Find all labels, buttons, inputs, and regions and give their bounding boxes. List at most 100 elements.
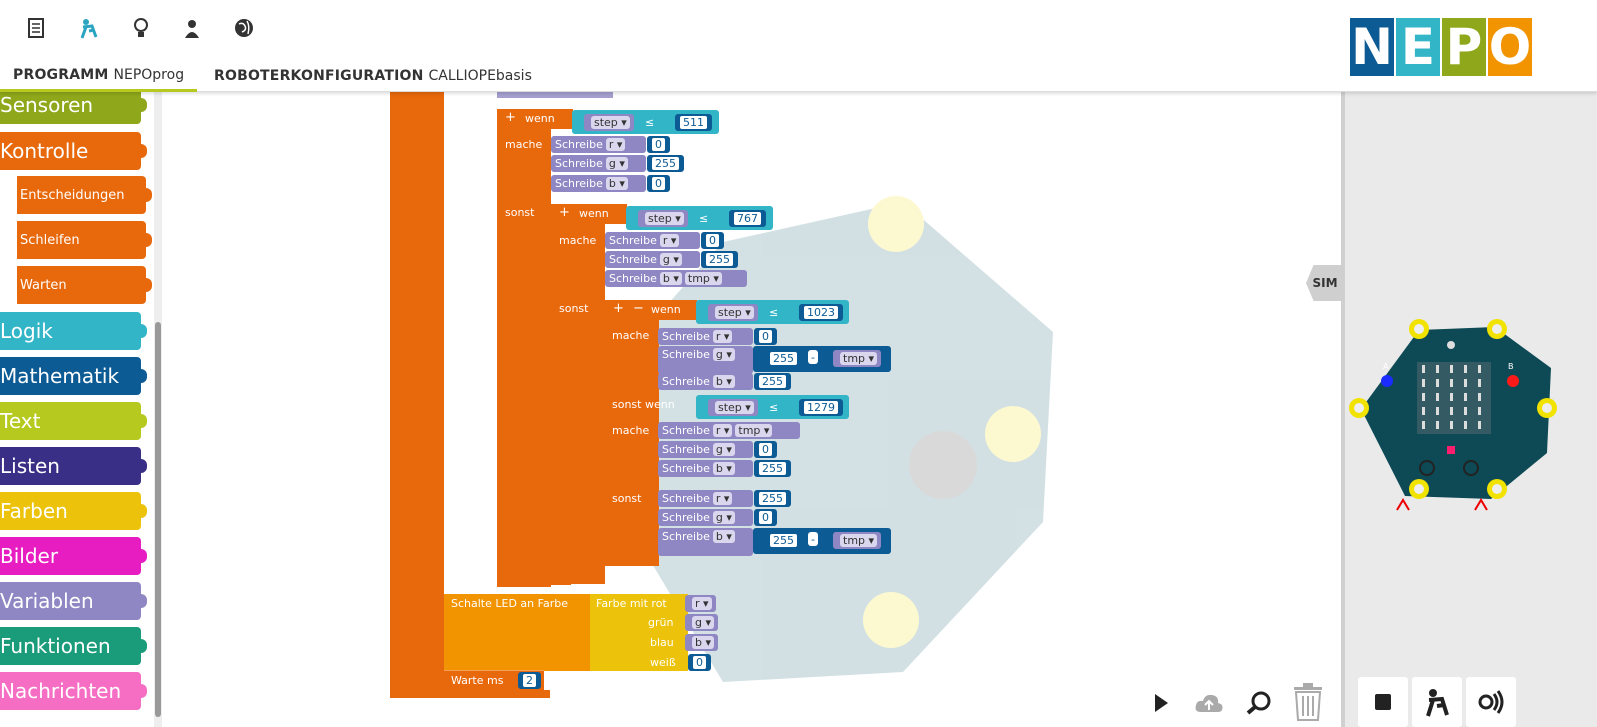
le-operator[interactable]: ≤ bbox=[645, 116, 655, 129]
category-bilder[interactable]: Bilder bbox=[0, 537, 147, 575]
number-255[interactable]: 255 bbox=[754, 460, 791, 477]
schreibe-b-255[interactable]: Schreibe b ▾ bbox=[658, 373, 753, 390]
dropdown[interactable]: tmp ▾ bbox=[840, 534, 878, 547]
schreibe-g-255[interactable]: Schreibe g ▾ bbox=[605, 251, 700, 268]
if-block-level4[interactable] bbox=[605, 300, 659, 566]
var-g[interactable]: g ▾ bbox=[685, 614, 719, 631]
number-0[interactable]: 0 bbox=[754, 441, 777, 458]
dropdown[interactable]: r ▾ bbox=[712, 330, 733, 343]
dropdown[interactable]: step ▾ bbox=[715, 401, 754, 414]
dropdown[interactable]: tmp ▾ bbox=[684, 272, 722, 285]
schreibe-r-0[interactable]: Schreibe r ▾ bbox=[605, 232, 700, 249]
le-operator[interactable]: ≤ bbox=[699, 212, 709, 225]
var-b[interactable]: b ▾ bbox=[685, 634, 719, 651]
le-operator[interactable]: ≤ bbox=[769, 401, 779, 414]
if-block-level3[interactable] bbox=[551, 204, 605, 584]
number-2[interactable]: 2 bbox=[518, 672, 541, 689]
play-icon[interactable] bbox=[1146, 688, 1176, 718]
schreibe-b-expr[interactable]: Schreibe b ▾ bbox=[658, 528, 753, 556]
plus-button[interactable]: + bbox=[559, 205, 570, 220]
number-0[interactable]: 0 bbox=[647, 136, 670, 153]
number-511[interactable]: 511 bbox=[675, 114, 712, 131]
dropdown[interactable]: g ▾ bbox=[712, 511, 735, 524]
led-block[interactable] bbox=[444, 594, 590, 671]
number-767[interactable]: 767 bbox=[729, 210, 766, 227]
number-0[interactable]: 0 bbox=[754, 328, 777, 345]
number-255[interactable]: 255 bbox=[765, 350, 802, 367]
subcategory-schleifen[interactable]: Schleifen bbox=[17, 221, 152, 259]
number-255[interactable]: 255 bbox=[754, 490, 791, 507]
sim-button[interactable]: SIM bbox=[1306, 265, 1344, 301]
category-nachrichten[interactable]: Nachrichten bbox=[0, 672, 147, 710]
sound-button[interactable] bbox=[1466, 677, 1516, 727]
schreibe-b-255[interactable]: Schreibe b ▾ bbox=[658, 460, 753, 477]
dropdown[interactable]: step ▾ bbox=[591, 116, 630, 129]
le-operator[interactable]: ≤ bbox=[769, 306, 779, 319]
globe-icon[interactable] bbox=[230, 14, 258, 42]
number-0[interactable]: 0 bbox=[647, 175, 670, 192]
dropdown[interactable]: tmp ▾ bbox=[735, 424, 773, 437]
number-255[interactable]: 255 bbox=[754, 373, 791, 390]
trash-icon[interactable] bbox=[1292, 682, 1322, 722]
dropdown[interactable]: b ▾ bbox=[659, 272, 682, 285]
dropdown[interactable]: tmp ▾ bbox=[840, 352, 878, 365]
dropdown[interactable]: step ▾ bbox=[715, 306, 754, 319]
var-tmp[interactable]: tmp ▾ bbox=[833, 532, 882, 549]
dropdown[interactable]: g ▾ bbox=[692, 616, 715, 629]
minus-operator[interactable]: - bbox=[808, 532, 818, 546]
schreibe-r-0[interactable]: Schreibe r ▾ bbox=[658, 328, 753, 345]
dropdown[interactable]: r ▾ bbox=[712, 424, 733, 437]
dropdown[interactable]: g ▾ bbox=[712, 348, 735, 361]
cloud-upload-icon[interactable] bbox=[1194, 688, 1224, 718]
category-sensoren[interactable]: Sensoren bbox=[0, 92, 147, 124]
dropdown[interactable]: b ▾ bbox=[712, 375, 735, 388]
schreibe-g-expr[interactable]: Schreibe g ▾ bbox=[658, 346, 753, 374]
number-0[interactable]: 0 bbox=[701, 232, 724, 249]
number-255[interactable]: 255 bbox=[647, 155, 684, 172]
dropdown[interactable]: b ▾ bbox=[605, 177, 628, 190]
dropdown[interactable]: r ▾ bbox=[605, 138, 626, 151]
number-0[interactable]: 0 bbox=[754, 509, 777, 526]
minus-button[interactable]: − bbox=[633, 301, 644, 316]
dropdown[interactable]: g ▾ bbox=[712, 443, 735, 456]
robot-icon[interactable] bbox=[75, 14, 103, 42]
var-step[interactable]: step ▾ bbox=[708, 304, 758, 321]
dropdown[interactable]: b ▾ bbox=[692, 636, 715, 649]
if-block-level2[interactable] bbox=[497, 109, 551, 587]
dropdown[interactable]: step ▾ bbox=[645, 212, 684, 225]
schreibe-r-tmp[interactable]: Schreibe r ▾ tmp ▾ bbox=[658, 422, 800, 439]
dropdown[interactable]: r ▾ bbox=[712, 492, 733, 505]
var-tmp[interactable]: tmp ▾ bbox=[833, 350, 882, 367]
var-step[interactable]: step ▾ bbox=[708, 399, 758, 416]
category-text[interactable]: Text bbox=[0, 402, 147, 440]
number-255[interactable]: 255 bbox=[701, 251, 738, 268]
schreibe-r-255[interactable]: Schreibe r ▾ bbox=[658, 490, 753, 507]
user-icon[interactable] bbox=[178, 14, 206, 42]
category-listen[interactable]: Listen bbox=[0, 447, 147, 485]
schreibe-g-0[interactable]: Schreibe g ▾ bbox=[658, 509, 753, 526]
plus-button[interactable]: + bbox=[613, 301, 624, 316]
plus-button[interactable]: + bbox=[505, 110, 516, 125]
category-mathematik[interactable]: Mathematik bbox=[0, 357, 147, 395]
toolbox-scrollbar-thumb[interactable] bbox=[155, 322, 161, 717]
category-funktionen[interactable]: Funktionen bbox=[0, 627, 147, 665]
robot-button[interactable] bbox=[1412, 677, 1462, 727]
schreibe-r-0[interactable]: Schreibe r ▾ bbox=[551, 136, 646, 153]
blockly-workspace[interactable]: sonst + wenn step ▾ ≤ 511 mache Schreibe… bbox=[163, 92, 1341, 727]
dropdown[interactable]: r ▾ bbox=[659, 234, 680, 247]
category-farben[interactable]: Farben bbox=[0, 492, 147, 530]
schreibe-b-tmp[interactable]: Schreibe b ▾ tmp ▾ bbox=[605, 270, 747, 287]
var-r[interactable]: r ▾ bbox=[685, 595, 716, 612]
category-kontrolle[interactable]: Kontrolle bbox=[0, 132, 147, 170]
stop-button[interactable] bbox=[1358, 677, 1408, 727]
lightbulb-icon[interactable] bbox=[127, 14, 155, 42]
dropdown[interactable]: g ▾ bbox=[659, 253, 682, 266]
category-logik[interactable]: Logik bbox=[0, 312, 147, 350]
minus-operator[interactable]: - bbox=[808, 350, 818, 364]
zoom-icon[interactable] bbox=[1244, 688, 1274, 718]
document-icon[interactable] bbox=[22, 14, 50, 42]
var-step[interactable]: step ▾ bbox=[584, 114, 634, 131]
dropdown[interactable]: r ▾ bbox=[692, 597, 712, 610]
number-0[interactable]: 0 bbox=[688, 654, 711, 671]
color-block[interactable] bbox=[590, 594, 688, 671]
